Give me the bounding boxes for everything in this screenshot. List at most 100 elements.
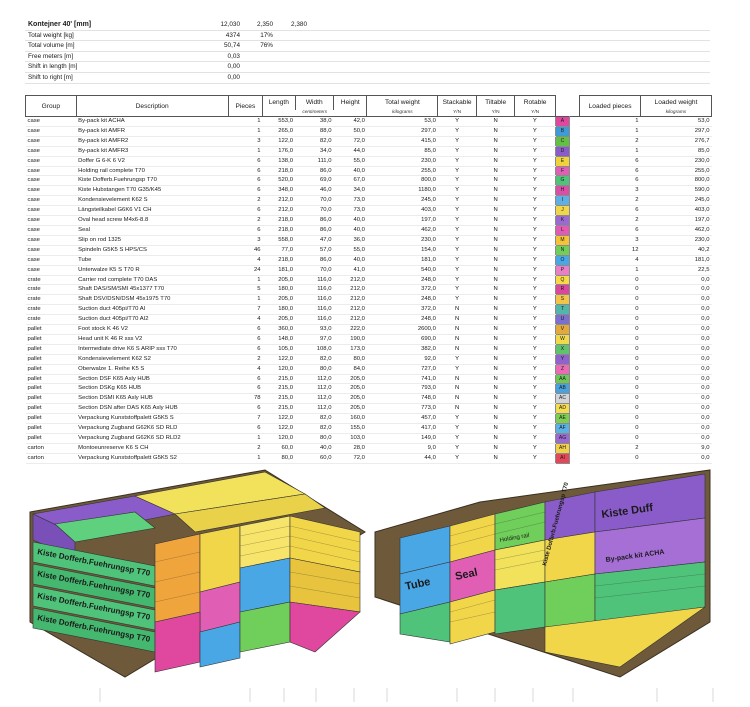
stackable-cell[interactable]: Y [437, 265, 477, 276]
length-cell[interactable]: 218,0 [262, 166, 295, 177]
width-cell[interactable]: 47,0 [295, 235, 334, 246]
pieces-cell[interactable]: 6 [228, 205, 263, 217]
table-row[interactable]: pallet Verpackung Kunststoffpalett G5K5 S… [25, 413, 712, 425]
length-cell[interactable]: 205,0 [262, 314, 295, 326]
description-cell[interactable]: By-pack kit AMFR3 [76, 146, 229, 157]
height-cell[interactable]: 205,0 [333, 383, 367, 395]
loaded-pieces-cell[interactable]: 3 [579, 185, 641, 197]
stackable-cell[interactable]: Y [437, 443, 477, 454]
rotable-cell[interactable]: Y [514, 255, 556, 266]
loaded-weight-cell[interactable]: 297,0 [640, 126, 712, 137]
total-weight-cell[interactable]: 197,0 [366, 215, 438, 226]
rotable-cell[interactable]: Y [514, 324, 556, 335]
loaded-pieces-cell[interactable]: 0 [579, 284, 641, 296]
group-cell[interactable]: case [25, 166, 77, 177]
loaded-pieces-cell[interactable]: 0 [579, 364, 641, 375]
stackable-cell[interactable]: Y [437, 235, 477, 246]
height-cell[interactable]: 73,0 [333, 205, 367, 217]
total-weight-cell[interactable]: 92,0 [366, 354, 438, 365]
pieces-cell[interactable]: 4 [228, 255, 263, 266]
width-cell[interactable]: 82,0 [295, 423, 334, 434]
rotable-cell[interactable]: Y [514, 413, 556, 425]
group-cell[interactable]: pallet [25, 344, 77, 355]
table-row[interactable]: case Tube 4 218,0 86,0 40,0 181,0 Y N Y O 4 181,0 [25, 254, 712, 266]
tiltable-cell[interactable]: N [476, 423, 515, 434]
pieces-cell[interactable]: 2 [228, 215, 263, 226]
loaded-pieces-cell[interactable]: 0 [579, 383, 641, 395]
rotable-cell[interactable]: Y [514, 175, 556, 187]
col-rotable[interactable]: Rotable [514, 95, 556, 110]
loaded-pieces-cell[interactable]: 2 [579, 215, 641, 226]
width-cell[interactable]: 108,0 [295, 344, 334, 355]
col-height[interactable]: Height [332, 95, 368, 110]
tiltable-cell[interactable]: N [476, 195, 515, 207]
loaded-pieces-cell[interactable]: 0 [579, 324, 641, 335]
width-cell[interactable]: 80,0 [295, 433, 334, 444]
description-cell[interactable]: Oberwalze 1. Reihe K5 S [76, 364, 229, 375]
loaded-weight-cell[interactable]: 462,0 [640, 225, 712, 236]
table-row[interactable]: case Doffer G 6-K 6 V2 6 138,0 111,0 55,0 230,… [25, 155, 712, 167]
height-cell[interactable]: 55,0 [333, 156, 367, 167]
loaded-weight-cell[interactable]: 0,0 [640, 364, 712, 375]
stackable-cell[interactable]: Y [437, 413, 477, 425]
height-cell[interactable]: 212,0 [333, 284, 367, 296]
loaded-pieces-cell[interactable]: 6 [579, 205, 641, 217]
height-cell[interactable]: 36,0 [333, 235, 367, 246]
description-cell[interactable]: Kiste Dofferb.Fuehrungsp T70 [76, 175, 229, 187]
stackable-cell[interactable]: Y [437, 433, 477, 444]
length-cell[interactable]: 360,0 [262, 324, 295, 335]
height-cell[interactable]: 212,0 [333, 294, 367, 306]
pieces-cell[interactable]: 6 [228, 324, 263, 335]
length-cell[interactable]: 122,0 [262, 413, 295, 425]
loaded-pieces-cell[interactable]: 2 [579, 443, 641, 454]
total-weight-cell[interactable]: 297,0 [366, 126, 438, 137]
height-cell[interactable]: 72,0 [333, 453, 367, 464]
group-cell[interactable]: crate [25, 284, 77, 296]
height-cell[interactable]: 40,0 [333, 225, 367, 236]
width-cell[interactable]: 93,0 [295, 324, 334, 335]
length-cell[interactable]: 120,0 [262, 433, 295, 444]
description-cell[interactable]: Oval head screw M4x6-8.8 [76, 215, 229, 226]
group-cell[interactable]: pallet [25, 413, 77, 425]
rotable-cell[interactable]: Y [514, 314, 556, 326]
rotable-cell[interactable]: Y [514, 423, 556, 434]
table-row[interactable]: pallet Section DSN after DAS K65 Asly HUB… [25, 403, 712, 415]
description-cell[interactable]: Unterwalze K5 S T70 R [76, 265, 229, 276]
description-cell[interactable]: Foot stock K 46 V2 [76, 324, 229, 335]
group-cell[interactable]: case [25, 205, 77, 217]
height-cell[interactable]: 205,0 [333, 374, 367, 385]
stackable-cell[interactable]: N [437, 334, 477, 345]
loaded-pieces-cell[interactable]: 0 [579, 275, 641, 286]
length-cell[interactable]: 215,0 [262, 383, 295, 395]
loaded-weight-cell[interactable]: 197,0 [640, 215, 712, 226]
loaded-pieces-cell[interactable]: 1 [579, 126, 641, 137]
length-cell[interactable]: 215,0 [262, 403, 295, 415]
group-cell[interactable]: case [25, 185, 77, 197]
stackable-cell[interactable]: Y [437, 215, 477, 226]
loaded-pieces-cell[interactable]: 1 [579, 265, 641, 276]
tiltable-cell[interactable]: N [476, 126, 515, 137]
tiltable-cell[interactable]: N [476, 185, 515, 197]
loaded-weight-cell[interactable]: 230,0 [640, 235, 712, 246]
height-cell[interactable]: 67,0 [333, 175, 367, 187]
width-cell[interactable]: 88,0 [295, 126, 334, 137]
col-length[interactable]: Length [262, 95, 296, 110]
width-cell[interactable]: 82,0 [295, 354, 334, 365]
height-cell[interactable]: 41,0 [333, 265, 367, 276]
length-cell[interactable]: 205,0 [262, 294, 295, 306]
width-cell[interactable]: 97,0 [295, 334, 334, 345]
stackable-cell[interactable]: Y [437, 156, 477, 167]
height-cell[interactable]: 42,0 [333, 116, 367, 127]
width-cell[interactable]: 112,0 [295, 393, 334, 405]
group-cell[interactable]: pallet [25, 374, 77, 385]
group-cell[interactable]: pallet [25, 354, 77, 365]
total-weight-cell[interactable]: 248,0 [366, 275, 438, 286]
stackable-cell[interactable]: Y [437, 284, 477, 296]
stackable-cell[interactable]: N [437, 393, 477, 405]
rotable-cell[interactable]: Y [514, 116, 556, 127]
height-cell[interactable]: 160,0 [333, 413, 367, 425]
total-weight-cell[interactable]: 540,0 [366, 265, 438, 276]
loaded-weight-cell[interactable]: 85,0 [640, 146, 712, 157]
group-cell[interactable]: case [25, 156, 77, 167]
total-weight-cell[interactable]: 245,0 [366, 195, 438, 207]
